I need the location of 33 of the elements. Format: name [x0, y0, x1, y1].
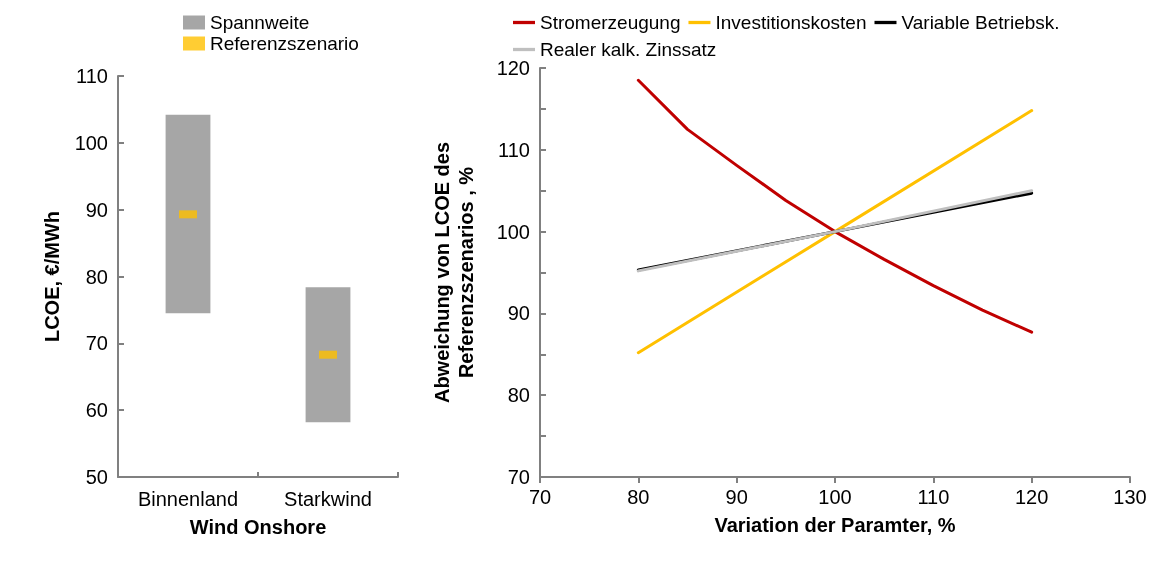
- y-tick-label: 80: [85, 265, 108, 288]
- x-tick-label: 130: [1113, 486, 1147, 508]
- x-tick-label: 70: [528, 486, 552, 508]
- x-tick-label: 80: [627, 486, 650, 508]
- y-axis-title: LCOE, €/MWh: [40, 210, 63, 343]
- x-tick-label: Starkwind: [284, 488, 372, 510]
- x-tick-label: 100: [818, 486, 852, 508]
- x-tick-label: 90: [725, 486, 748, 508]
- legend-label: Referenzszenario: [210, 33, 359, 54]
- y-tick-label: 80: [507, 384, 530, 407]
- line-series: [636, 78, 1034, 334]
- legend-label: Investitionskosten: [715, 12, 867, 33]
- y-tick-label: 110: [76, 65, 108, 87]
- legend-label: Realer kalk. Zinssatz: [540, 39, 717, 60]
- x-tick-label: 110: [917, 486, 950, 508]
- y-tick-label: 90: [85, 198, 108, 221]
- y-tick-label: 100: [74, 131, 108, 154]
- y-tick-label: 120: [496, 57, 530, 79]
- y-axis-title: Abweichung von LCOE des Referenzszenarios , %: [431, 141, 477, 404]
- legend-label: Stromerzeugung: [540, 12, 681, 33]
- x-tick-label: Binnenland: [137, 488, 239, 510]
- legend-label: Spannweite: [210, 12, 310, 33]
- x-axis-title: Wind Onshore: [189, 516, 327, 538]
- y-tick-label: 70: [507, 466, 530, 488]
- x-axis-title: Variation der Paramter, %: [714, 514, 956, 536]
- y-tick-label: 110: [498, 138, 530, 161]
- legend-label: Variable Betriebsk.: [901, 12, 1060, 33]
- y-tick-label: 60: [85, 399, 108, 422]
- x-tick-label: 120: [1014, 486, 1049, 508]
- y-tick-label: 70: [85, 332, 108, 355]
- y-tick-label: 50: [85, 466, 108, 488]
- y-tick-label: 100: [496, 220, 530, 243]
- y-tick-label: 90: [507, 302, 530, 325]
